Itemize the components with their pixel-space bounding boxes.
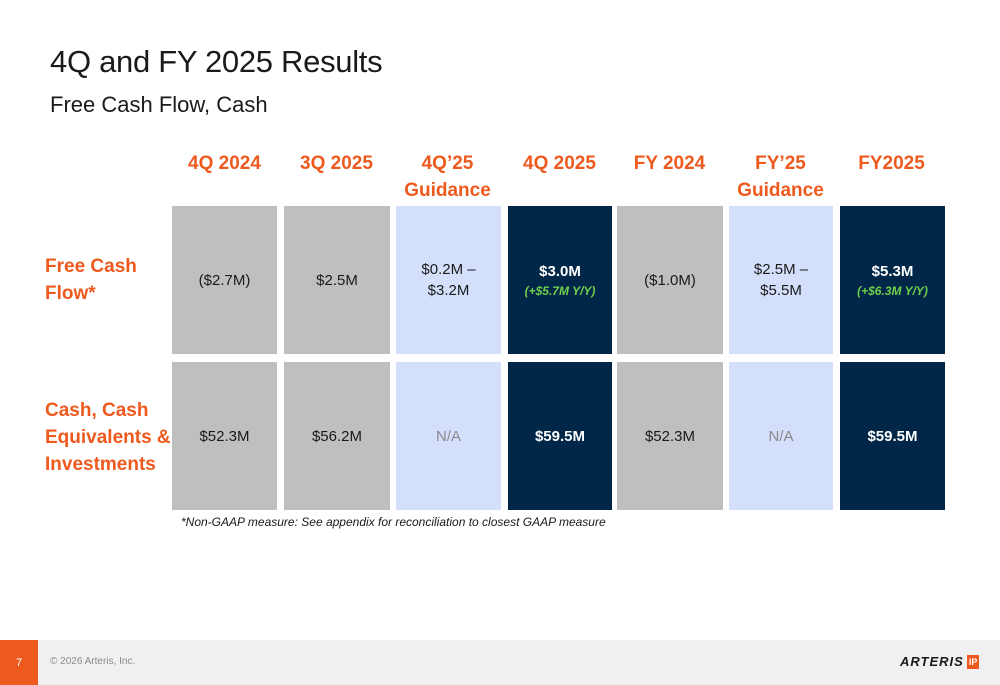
column-header-fy2025: FY2025 [858,153,925,174]
column-header-4q-2024: 4Q 2024 [188,153,261,174]
copyright: © 2026 Arteris, Inc. [50,656,136,667]
cell-value: $2.5M – $5.5M [753,261,809,299]
table-cell: N/A [396,362,501,510]
table-cell: ($1.0M) [617,206,723,354]
footnote: *Non-GAAP measure: See appendix for reco… [181,515,606,529]
table-cell: $0.2M – $3.2M [396,206,501,354]
cell-value: N/A [435,427,461,445]
arteris-logo: ARTERIS IP [900,654,980,669]
table-cell: ($2.7M) [172,206,277,354]
cell-value: N/A [768,427,794,445]
yoy-delta: (+$6.3M Y/Y) [857,283,928,298]
cell-value: $52.3M [644,427,696,445]
page-subtitle: Free Cash Flow, Cash [50,92,268,117]
page-title: 4Q and FY 2025 Results [50,44,383,79]
yoy-delta: (+$5.7M Y/Y) [524,283,596,298]
column-header-4q-2025: 4Q 2025 [523,153,596,174]
column-header-fy25-guidance: FY’25 Guidance [737,153,824,201]
logo-badge: IP [966,654,980,669]
table-cell: $5.3M (+$6.3M Y/Y) [840,206,945,354]
cell-value: $52.3M [199,427,250,445]
table-cell: $59.5M [508,362,612,510]
cell-value: ($1.0M) [644,271,696,289]
table-cell: $2.5M – $5.5M [729,206,833,354]
page-number: 7 [0,640,38,685]
table-cell: $59.5M [840,362,945,510]
cell-value: ($2.7M) [198,271,251,289]
cell-value: $59.5M [867,427,918,445]
cell-value: $5.3M [871,262,914,280]
row-header-free-cash-flow: Free Cash Flow* [45,256,137,304]
table-cell: $3.0M (+$5.7M Y/Y) [508,206,612,354]
table-cell: N/A [729,362,833,510]
cell-value: $3.0M [539,262,581,280]
column-header-3q-2025: 3Q 2025 [300,153,373,174]
table-cell: $56.2M [284,362,390,510]
row-header-cash-investments: Cash, Cash Equivalents & Investments [45,400,171,475]
table-cell: $52.3M [172,362,277,510]
table-cell: $52.3M [617,362,723,510]
table-cell: $2.5M [284,206,390,354]
column-header-4q25-guidance: 4Q’25 Guidance [404,153,491,201]
cell-value: $56.2M [311,427,363,445]
cell-value: $2.5M [316,271,358,289]
cell-value: $0.2M – $3.2M [421,261,476,299]
column-header-fy-2024: FY 2024 [633,153,706,174]
cell-value: $59.5M [534,427,586,445]
logo-text: ARTERIS [900,654,964,669]
footer-bar [0,640,1000,685]
